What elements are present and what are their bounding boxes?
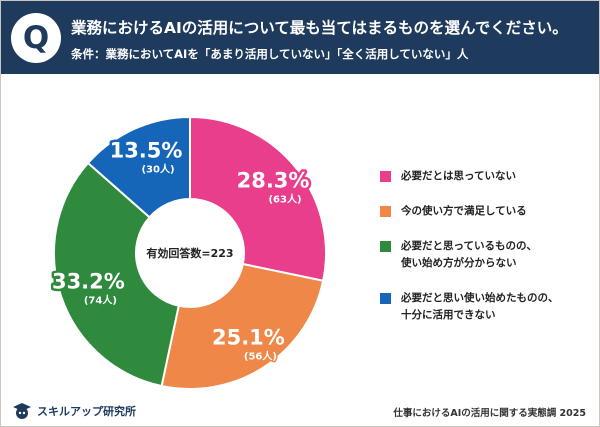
question-badge: Q [11,13,61,63]
legend-label: 必要だとは思っていない [401,170,516,182]
slice-count-label: (63人) [268,193,301,206]
survey-source: 仕事におけるAIの活用に関する実態調 2025 [393,408,586,419]
slice-count-label: (74人) [84,294,117,307]
donut-slice-3 [53,161,180,388]
legend-item-2: 今の使い方で満足している [380,203,590,220]
slice-count-label: (30人) [141,162,174,175]
donut-slice-2 [160,262,325,390]
legend-swatch [380,241,391,252]
donut-center-label: 有効回答数=223 [146,246,233,260]
slice-percent-label: 28.3% [237,169,310,193]
chart-legend: 必要だとは思っていない 今の使い方で満足している必要だと思っているものの、 使い始… [380,168,590,342]
legend-label: 必要だと思い使い始めたものの、 十分に活用できない [401,292,559,321]
legend-label: 今の使い方で満足している [401,205,527,217]
legend-swatch [380,171,391,182]
donut-slice-1 [189,115,327,282]
legend-item-1: 必要だとは思っていない [380,168,590,185]
question-header: Q 業務におけるAIの活用について最も当てはまるものを選んでください。 条件：業… [1,1,599,74]
slice-percent-label: 25.1% [212,326,285,350]
brand-name: スキルアップ研究所 [37,405,136,418]
legend-swatch [380,293,391,304]
legend-swatch [380,206,391,217]
graduation-cap-icon [13,403,31,419]
legend-item-4: 必要だと思い使い始めたものの、 十分に活用できない [380,290,590,324]
brand-logo: スキルアップ研究所 [12,400,136,422]
donut-slice-4 [86,115,191,219]
legend-label: 必要だと思っているものの、 使い始め方が分からない [401,240,537,269]
question-title: 業務におけるAIの活用について最も当てはまるものを選んでください。 [71,19,568,37]
slice-percent-label: 33.2% [52,270,125,294]
slice-percent-label: 13.5% [110,138,183,162]
slice-count-label: (56人) [244,350,277,363]
question-condition: 条件：業務においてAIを「あまり活用していない」「全く活用していない」人 [71,47,469,61]
legend-item-3: 必要だと思っているものの、 使い始め方が分からない [380,238,590,272]
